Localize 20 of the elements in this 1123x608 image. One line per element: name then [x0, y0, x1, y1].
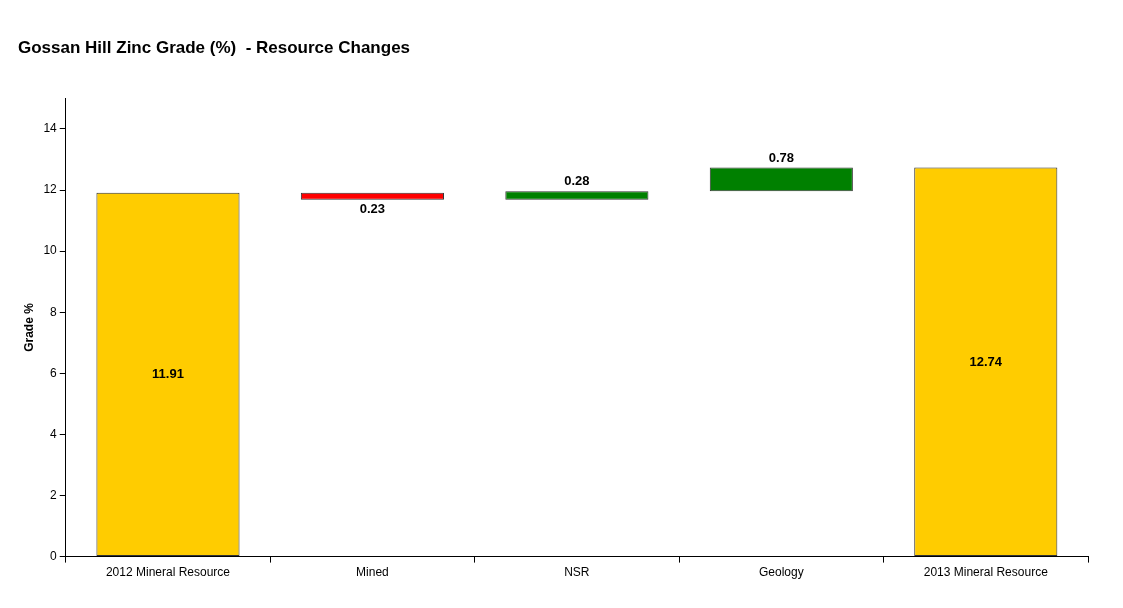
x-tick-label: Geology — [758, 565, 804, 580]
y-tick-label: 2 — [50, 487, 58, 502]
y-tick-label: 0 — [50, 548, 58, 563]
y-tick-label: 4 — [50, 426, 58, 441]
y-axis-title: Grade % — [21, 302, 36, 352]
x-tick-label: 2013 Mineral Resource — [923, 565, 1049, 580]
y-tick-label: 14 — [43, 121, 58, 136]
y-tick-label: 12 — [43, 182, 58, 197]
chart-title: Gossan Hill Zinc Grade (%) - Resource Changes — [18, 37, 411, 57]
data-label: 0.28 — [564, 173, 590, 189]
x-tick-label: NSR — [564, 565, 590, 580]
y-tick-label: 10 — [43, 243, 58, 258]
x-tick-label: 2012 Mineral Resource — [105, 565, 231, 580]
data-label: 12.74 — [969, 353, 1003, 369]
x-tick-label: Mined — [356, 565, 389, 580]
data-label: 0.78 — [768, 149, 794, 165]
data-label: 11.91 — [152, 366, 184, 382]
y-tick-label: 6 — [50, 365, 58, 380]
data-label: 0.23 — [359, 200, 386, 216]
y-tick-label: 8 — [50, 304, 58, 319]
